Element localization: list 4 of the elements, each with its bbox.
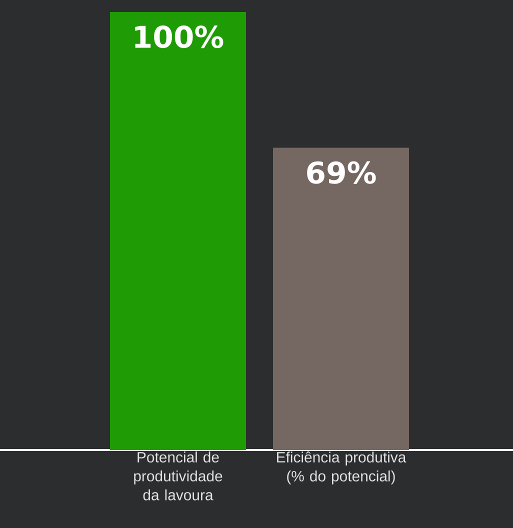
- x-tick-label: Eficiência produtiva (% do potencial): [277, 452, 406, 484]
- x-tick-label: Potencial de produtividade da lavoura: [134, 452, 222, 500]
- data-label: 69%: [307, 161, 376, 184]
- data-label: 100%: [135, 26, 224, 48]
